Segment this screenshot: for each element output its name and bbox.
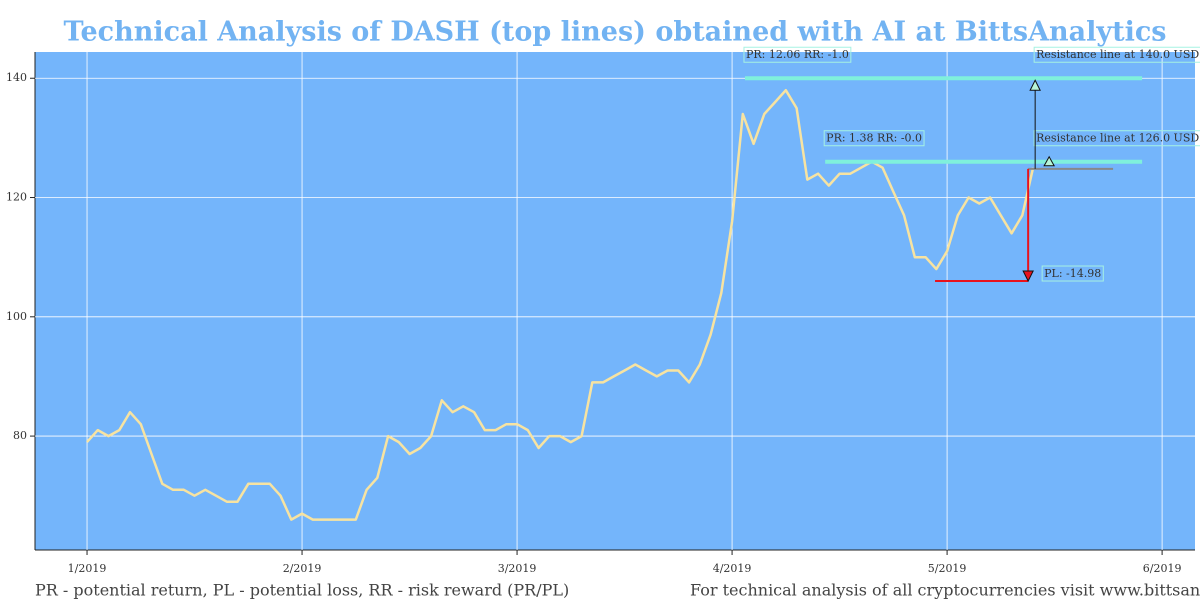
- pr-label: PR: 12.06 RR: -1.0: [746, 48, 849, 61]
- pl-label: PL: -14.98: [1044, 267, 1101, 280]
- resistance-label-box: [1033, 46, 1200, 63]
- pr-label-box: [743, 46, 852, 63]
- loss-arrow-head: [1022, 270, 1034, 283]
- pr-label: PR: 1.38 RR: -0.0: [826, 132, 922, 145]
- y-tick-label: 100: [6, 310, 27, 323]
- resistance-label: Resistance line at 126.0 USD: [1036, 132, 1199, 145]
- x-tick-label: 4/2019: [713, 562, 752, 575]
- x-tick-label: 5/2019: [928, 562, 967, 575]
- footer-link: For technical analysis of all cryptocurr…: [690, 581, 1200, 600]
- chart-title: Technical Analysis of DASH (top lines) o…: [64, 17, 1167, 48]
- footer-note: PR - potential return, PL - potential lo…: [35, 581, 569, 600]
- target-marker: [1043, 155, 1055, 167]
- x-tick-label: 6/2019: [1143, 562, 1182, 575]
- resistance-label: Resistance line at 140.0 USD: [1036, 48, 1199, 61]
- target-arrow-head: [1029, 79, 1041, 91]
- y-tick-label: 120: [6, 191, 27, 204]
- resistance-label-box: [1033, 130, 1200, 147]
- plot-area: [35, 52, 1195, 550]
- x-tick-label: 1/2019: [68, 562, 107, 575]
- y-tick-label: 140: [6, 71, 27, 84]
- x-tick-label: 2/2019: [283, 562, 322, 575]
- pr-label-box: [823, 130, 925, 147]
- y-tick-label: 80: [13, 429, 27, 442]
- pl-label-box: [1041, 265, 1104, 282]
- x-tick-label: 3/2019: [498, 562, 537, 575]
